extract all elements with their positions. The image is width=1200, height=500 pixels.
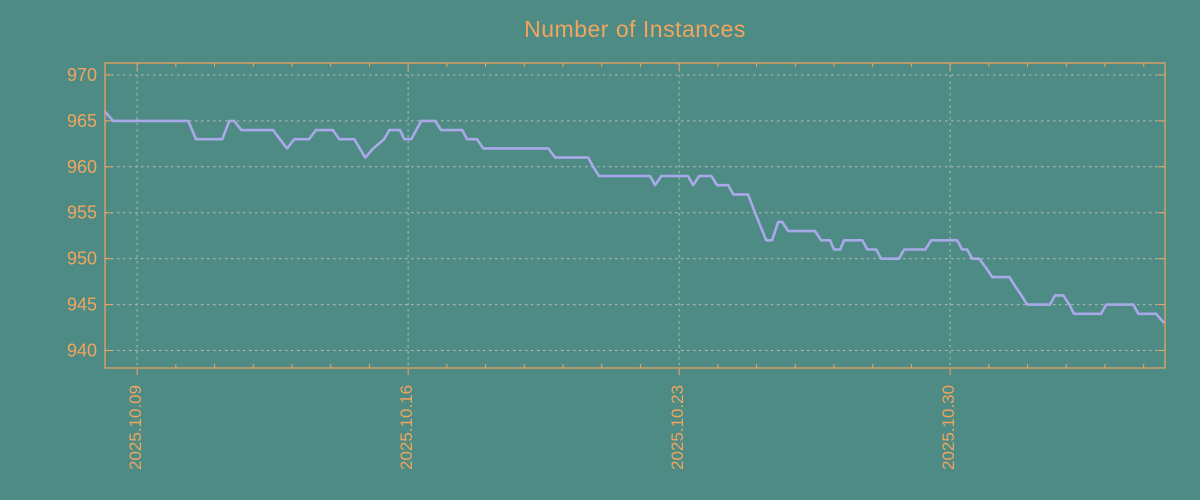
x-axis-tick-label: 2025.10.23: [668, 385, 687, 470]
x-axis-tick-label: 2025.10.09: [126, 385, 145, 470]
y-axis-tick-label: 955: [67, 203, 97, 223]
y-axis-tick-label: 970: [67, 65, 97, 85]
x-axis-tick-label: 2025.10.30: [939, 385, 958, 470]
instances-line-series: [104, 110, 1166, 324]
chart-title: Number of Instances: [524, 16, 746, 42]
plot-frame: [104, 62, 1166, 369]
y-axis-tick-label: 965: [67, 111, 97, 131]
y-axis-tick-label: 940: [67, 341, 97, 361]
y-axis-tick-label: 960: [67, 157, 97, 177]
y-axis-tick-label: 950: [67, 249, 97, 269]
x-axis-tick-label: 2025.10.16: [397, 385, 416, 470]
y-axis-tick-label: 945: [67, 295, 97, 315]
